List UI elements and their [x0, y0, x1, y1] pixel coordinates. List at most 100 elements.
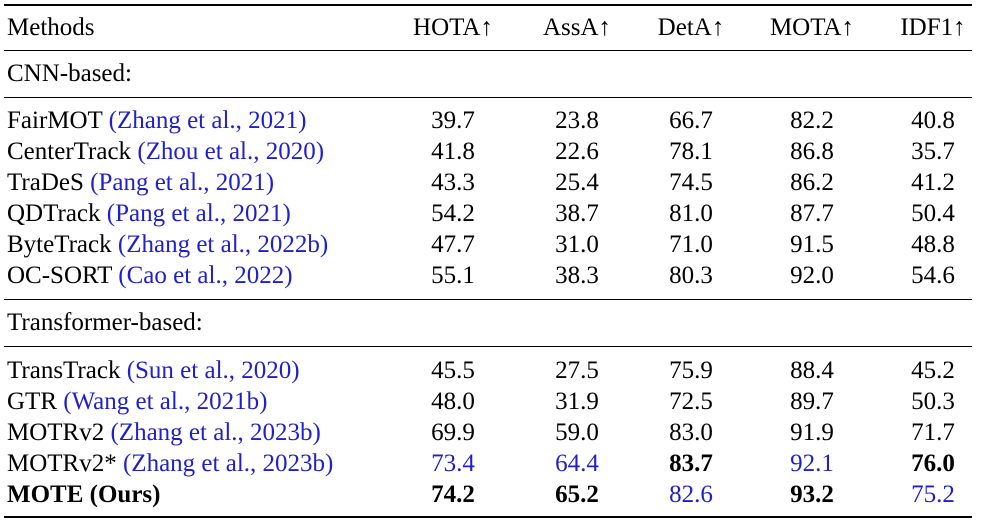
- hota-value: 73.4: [431, 450, 475, 477]
- method-cell: ByteTrack (Zhang et al., 2022b): [7, 229, 328, 260]
- method-cell: GTR (Wang et al., 2021b): [7, 386, 267, 417]
- header-assa: AssA↑: [542, 14, 612, 41]
- mota-value: 86.2: [790, 169, 834, 196]
- mota-value: 91.9: [790, 419, 834, 446]
- deta-value: 82.6: [669, 481, 713, 508]
- deta-value: 80.3: [669, 262, 713, 289]
- deta-value: 83.7: [669, 450, 713, 477]
- assa-value: 59.0: [555, 419, 599, 446]
- mota-value: 92.0: [790, 262, 834, 289]
- hota-value: 41.8: [431, 138, 475, 165]
- method-name: GTR: [7, 388, 57, 415]
- table-row: OC-SORT (Cao et al., 2022) 55.1 38.3 80.…: [0, 260, 988, 291]
- assa-value: 65.2: [555, 481, 599, 508]
- mota-value: 92.1: [790, 450, 834, 477]
- table-row: MOTE (Ours) 74.2 65.2 82.6 93.2 75.2: [0, 479, 988, 510]
- citation-link[interactable]: (Pang et al., 2021): [90, 169, 275, 196]
- section-cnn: CNN-based:: [7, 60, 132, 87]
- section-label-cnn: CNN-based:: [0, 58, 988, 89]
- method-name: FairMOT: [7, 107, 103, 134]
- idf1-value: 48.8: [911, 231, 955, 258]
- idf1-value: 76.0: [911, 450, 955, 477]
- assa-value: 64.4: [555, 450, 599, 477]
- transformer-rule: [4, 346, 972, 347]
- hota-value: 55.1: [431, 262, 475, 289]
- header-hota: HOTA↑: [413, 14, 493, 41]
- bottom-rule: [4, 516, 972, 518]
- table-row: CenterTrack (Zhou et al., 2020) 41.8 22.…: [0, 136, 988, 167]
- mota-value: 88.4: [790, 357, 834, 384]
- header-deta: DetA↑: [657, 14, 725, 41]
- method-name: TransTrack: [7, 357, 121, 384]
- assa-value: 31.9: [555, 388, 599, 415]
- deta-value: 74.5: [669, 169, 713, 196]
- citation-link[interactable]: (Zhang et al., 2021): [108, 107, 307, 134]
- method-cell: MOTE (Ours): [7, 479, 160, 510]
- idf1-value: 75.2: [911, 481, 955, 508]
- citation-link[interactable]: (Zhang et al., 2023b): [122, 450, 334, 477]
- method-cell: TransTrack (Sun et al., 2020): [7, 355, 300, 386]
- citation-link[interactable]: (Sun et al., 2020): [126, 357, 300, 384]
- citation-link[interactable]: (Pang et al., 2021): [106, 200, 291, 227]
- cnn-end-rule: [4, 299, 972, 300]
- idf1-value: 54.6: [911, 262, 955, 289]
- idf1-value: 35.7: [911, 138, 955, 165]
- assa-value: 31.0: [555, 231, 599, 258]
- top-rule: [4, 4, 972, 6]
- header-mota: MOTA↑: [769, 14, 855, 41]
- method-cell: QDTrack (Pang et al., 2021): [7, 198, 291, 229]
- deta-value: 78.1: [669, 138, 713, 165]
- method-name: ByteTrack: [7, 231, 112, 258]
- table-row: ByteTrack (Zhang et al., 2022b) 47.7 31.…: [0, 229, 988, 260]
- mota-value: 87.7: [790, 200, 834, 227]
- deta-value: 66.7: [669, 107, 713, 134]
- table-row: MOTRv2 (Zhang et al., 2023b) 69.9 59.0 8…: [0, 417, 988, 448]
- mota-value: 91.5: [790, 231, 834, 258]
- deta-value: 81.0: [669, 200, 713, 227]
- hota-value: 47.7: [431, 231, 475, 258]
- header-row: Methods HOTA↑ AssA↑ DetA↑ MOTA↑ IDF1↑: [0, 12, 988, 43]
- hota-value: 43.3: [431, 169, 475, 196]
- hota-value: 48.0: [431, 388, 475, 415]
- idf1-value: 50.3: [911, 388, 955, 415]
- table-row: TraDeS (Pang et al., 2021) 43.3 25.4 74.…: [0, 167, 988, 198]
- assa-value: 38.3: [555, 262, 599, 289]
- method-name: TraDeS: [7, 169, 84, 196]
- method-cell: TraDeS (Pang et al., 2021): [7, 167, 274, 198]
- hota-value: 69.9: [431, 419, 475, 446]
- table-row: GTR (Wang et al., 2021b) 48.0 31.9 72.5 …: [0, 386, 988, 417]
- idf1-value: 45.2: [911, 357, 955, 384]
- mota-value: 89.7: [790, 388, 834, 415]
- deta-value: 72.5: [669, 388, 713, 415]
- method-cell: OC-SORT (Cao et al., 2022): [7, 260, 293, 291]
- idf1-value: 71.7: [911, 419, 955, 446]
- citation-link[interactable]: (Cao et al., 2022): [118, 262, 293, 289]
- section-label-transformer: Transformer-based:: [0, 307, 988, 338]
- mota-value: 82.2: [790, 107, 834, 134]
- citation-link[interactable]: (Zhang et al., 2022b): [117, 231, 329, 258]
- citation-link[interactable]: (Zhang et al., 2023b): [110, 419, 321, 446]
- hota-value: 54.2: [431, 200, 475, 227]
- citation-link[interactable]: (Zhou et al., 2020): [137, 138, 325, 165]
- hota-value: 39.7: [431, 107, 475, 134]
- method-cell: MOTRv2* (Zhang et al., 2023b): [7, 448, 333, 479]
- citation-link[interactable]: (Wang et al., 2021b): [63, 388, 268, 415]
- hota-value: 74.2: [431, 481, 475, 508]
- table-row: FairMOT (Zhang et al., 2021) 39.7 23.8 6…: [0, 105, 988, 136]
- method-name: QDTrack: [7, 200, 101, 227]
- assa-value: 22.6: [555, 138, 599, 165]
- method-name: MOTE (Ours): [7, 481, 161, 508]
- header-rule: [4, 50, 972, 51]
- assa-value: 27.5: [555, 357, 599, 384]
- header-idf1: IDF1↑: [900, 14, 966, 41]
- assa-value: 38.7: [555, 200, 599, 227]
- assa-value: 25.4: [555, 169, 599, 196]
- cnn-rule: [4, 97, 972, 98]
- header-methods: Methods: [7, 14, 95, 41]
- method-cell: FairMOT (Zhang et al., 2021): [7, 105, 306, 136]
- deta-value: 83.0: [669, 419, 713, 446]
- idf1-value: 40.8: [911, 107, 955, 134]
- idf1-value: 41.2: [911, 169, 955, 196]
- method-name: OC-SORT: [7, 262, 113, 289]
- deta-value: 71.0: [669, 231, 713, 258]
